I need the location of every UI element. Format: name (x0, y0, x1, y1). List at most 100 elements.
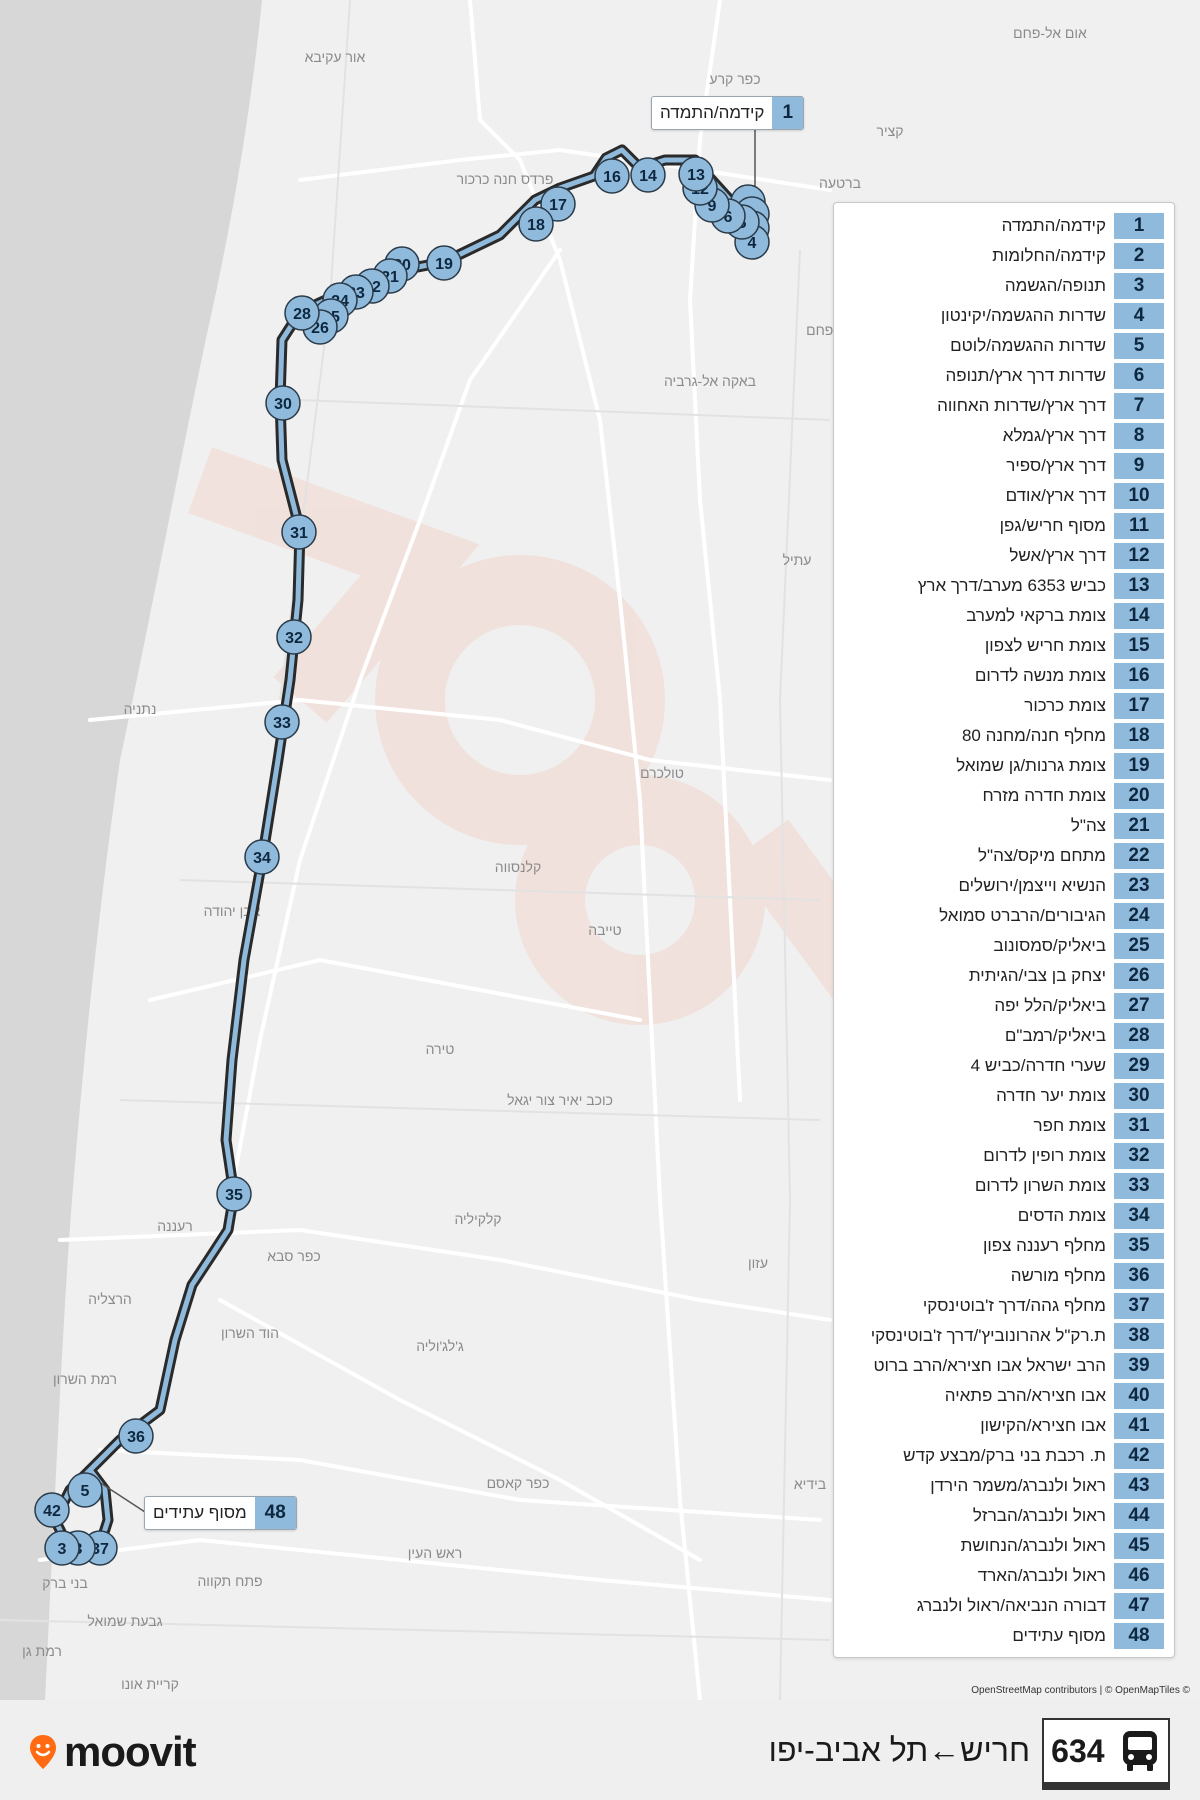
stop-marker[interactable]: 31 (281, 514, 317, 550)
stop-name: צומת השרון לדרום (974, 1176, 1106, 1195)
stop-name: שדרות דרך ארץ/תנופה (945, 366, 1106, 385)
stop-list-item[interactable]: דבורה הנביאה/ראול ולנברג 47 (834, 1591, 1174, 1621)
stop-list-item[interactable]: ביאליק/הלל יפה 27 (834, 991, 1174, 1021)
stop-number: 42 (1114, 1443, 1164, 1469)
stop-marker[interactable]: 28 (284, 295, 320, 331)
stop-list-item[interactable]: הרב ישראל אבו חצירא/הרב ברוט 39 (834, 1351, 1174, 1381)
stop-list-item[interactable]: ת. רכבת בני ברק/מבצע קדש 42 (834, 1441, 1174, 1471)
stop-list-item[interactable]: אבו חצירא/הקישון 41 (834, 1411, 1174, 1441)
stop-marker-circle[interactable] (216, 1176, 252, 1212)
stop-list-item[interactable]: צה"ל 21 (834, 811, 1174, 841)
stop-list-item[interactable]: מחלף רעננה צפון 35 (834, 1231, 1174, 1261)
stop-list-item[interactable]: ראול ולנברג/הנחושת 45 (834, 1531, 1174, 1561)
stop-marker-circle[interactable] (276, 619, 312, 655)
stop-marker[interactable]: 30 (265, 385, 301, 421)
stop-list-item[interactable]: שדרות ההגשמה/לוטם 5 (834, 331, 1174, 361)
stop-marker[interactable]: 32 (276, 619, 312, 655)
stop-list-item[interactable]: צומת גרנות/גן שמואל 19 (834, 751, 1174, 781)
stop-marker-circle[interactable] (594, 158, 630, 194)
stop-marker[interactable]: 35 (216, 1176, 252, 1212)
stop-list-item[interactable]: שדרות דרך ארץ/תנופה 6 (834, 361, 1174, 391)
stop-number: 35 (1114, 1233, 1164, 1259)
stop-marker-circle[interactable] (264, 704, 300, 740)
stop-list-item[interactable]: צומת ברקאי למערב 14 (834, 601, 1174, 631)
stop-marker-circle[interactable] (265, 385, 301, 421)
stop-list-item[interactable]: צומת כרכור 17 (834, 691, 1174, 721)
stop-callout-start[interactable]: 1 קידמה/התמדה (651, 96, 805, 130)
stop-list-item[interactable]: מחלף מורשה 36 (834, 1261, 1174, 1291)
stop-marker-circle[interactable] (518, 206, 554, 242)
stop-marker[interactable]: 3 (44, 1530, 80, 1566)
stop-list-item[interactable]: ראול ולנברג/הברזל 44 (834, 1501, 1174, 1531)
stop-marker[interactable]: 14 (630, 157, 666, 193)
stop-list-item[interactable]: אבו חצירא/הרב פתאיה 40 (834, 1381, 1174, 1411)
stop-marker-circle[interactable] (678, 156, 714, 192)
stop-list-item[interactable]: צומת חדרה מזרח 20 (834, 781, 1174, 811)
stop-marker-circle[interactable] (284, 295, 320, 331)
stop-marker[interactable]: 34 (244, 839, 280, 875)
stop-list-item[interactable]: מחלף חנה/מחנה 80 18 (834, 721, 1174, 751)
map-attribution[interactable]: OpenStreetMap contributors | © OpenMapTi… (971, 1685, 1190, 1696)
stop-list-item[interactable]: שדרות ההגשמה/יקינטון 4 (834, 301, 1174, 331)
stop-marker-circle[interactable] (34, 1492, 70, 1528)
stop-marker-circle[interactable] (67, 1472, 103, 1508)
stop-list-item[interactable]: ביאליק/רמב"ם 28 (834, 1021, 1174, 1051)
stop-marker-circle[interactable] (44, 1530, 80, 1566)
stop-list-item[interactable]: מסוף עתידים 48 (834, 1621, 1174, 1651)
stop-marker[interactable]: 19 (426, 245, 462, 281)
stop-callout-name: מסוף עתידים (153, 1503, 247, 1522)
place-label: קלנסווה (495, 859, 541, 875)
stop-marker-circle[interactable] (426, 245, 462, 281)
stop-list-item[interactable]: ראול ולנברג/משמר הירדן 43 (834, 1471, 1174, 1501)
stop-number: 9 (1114, 453, 1164, 479)
stop-list-item[interactable]: דרך ארץ/אודם 10 (834, 481, 1174, 511)
stop-marker[interactable]: 42 (34, 1492, 70, 1528)
place-label: טייבה (588, 922, 621, 938)
moovit-logo[interactable]: moovit (28, 1728, 197, 1775)
place-label: כפר קרע (709, 71, 760, 87)
stop-list-item[interactable]: צומת חפר 31 (834, 1111, 1174, 1141)
stop-marker[interactable]: 16 (594, 158, 630, 194)
stop-list-item[interactable]: דרך ארץ/שדרות האחווה 7 (834, 391, 1174, 421)
stop-list-item[interactable]: ביאליק/סמסונוב 25 (834, 931, 1174, 961)
stop-list-item[interactable]: מחלף גהה/דרך ז'בוטינסקי 37 (834, 1291, 1174, 1321)
stop-marker[interactable]: 33 (264, 704, 300, 740)
stop-list-item[interactable]: צומת חריש לצפון 15 (834, 631, 1174, 661)
route-badge: 634 (1042, 1718, 1170, 1790)
stop-list-item[interactable]: כביש 6353 מערב/דרך ארץ 13 (834, 571, 1174, 601)
stop-marker-circle[interactable] (630, 157, 666, 193)
stop-list-item[interactable]: תנופה/הגשמה 3 (834, 271, 1174, 301)
stop-list-item[interactable]: ת.רק"ל אהרונוביץ'/דרך ז'בוטינסקי 38 (834, 1321, 1174, 1351)
stop-marker-circle[interactable] (118, 1418, 154, 1454)
stop-number: 12 (1114, 543, 1164, 569)
stop-list-item[interactable]: קידמה/התמדה 1 (834, 211, 1174, 241)
stop-marker-number: 31 (290, 525, 308, 542)
stop-list-item[interactable]: דרך ארץ/גמלא 8 (834, 421, 1174, 451)
stop-name: שערי חדרה/כביש 4 (970, 1056, 1106, 1075)
stop-list-item[interactable]: שערי חדרה/כביש 4 29 (834, 1051, 1174, 1081)
stop-list-item[interactable]: דרך ארץ/אשל 12 (834, 541, 1174, 571)
stop-number: 20 (1114, 783, 1164, 809)
stop-callout-number: 1 (772, 97, 804, 129)
stop-list-item[interactable]: יצחק בן צבי/הגיתית 26 (834, 961, 1174, 991)
stop-marker[interactable]: 13 (678, 156, 714, 192)
stop-marker-circle[interactable] (244, 839, 280, 875)
stop-list-item[interactable]: מתחם מיקס/צה"ל 22 (834, 841, 1174, 871)
stop-list-item[interactable]: ראול ולנברג/הארד 46 (834, 1561, 1174, 1591)
stop-list-item[interactable]: צומת מנשה לדרום 16 (834, 661, 1174, 691)
stop-list-item[interactable]: צומת רופין לדרום 32 (834, 1141, 1174, 1171)
stop-list-item[interactable]: הנשיא וייצמן/ירושלים 23 (834, 871, 1174, 901)
place-label: רעננה (157, 1218, 192, 1234)
stop-marker[interactable]: 18 (518, 206, 554, 242)
stop-list-item[interactable]: קידמה/החלומות 2 (834, 241, 1174, 271)
stop-list-item[interactable]: הגיבורים/הרברט סמואל 24 (834, 901, 1174, 931)
stop-marker-circle[interactable] (281, 514, 317, 550)
stop-list-item[interactable]: דרך ארץ/ספיר 9 (834, 451, 1174, 481)
stop-marker[interactable]: 36 (118, 1418, 154, 1454)
stop-marker[interactable]: 5 (67, 1472, 103, 1508)
stop-callout-end[interactable]: 48 מסוף עתידים (144, 1496, 297, 1530)
stop-list-item[interactable]: צומת יער חדרה 30 (834, 1081, 1174, 1111)
stop-list-item[interactable]: מסוף חריש/גפן 11 (834, 511, 1174, 541)
stop-list-item[interactable]: צומת השרון לדרום 33 (834, 1171, 1174, 1201)
stop-list-item[interactable]: צומת הדסים 34 (834, 1201, 1174, 1231)
